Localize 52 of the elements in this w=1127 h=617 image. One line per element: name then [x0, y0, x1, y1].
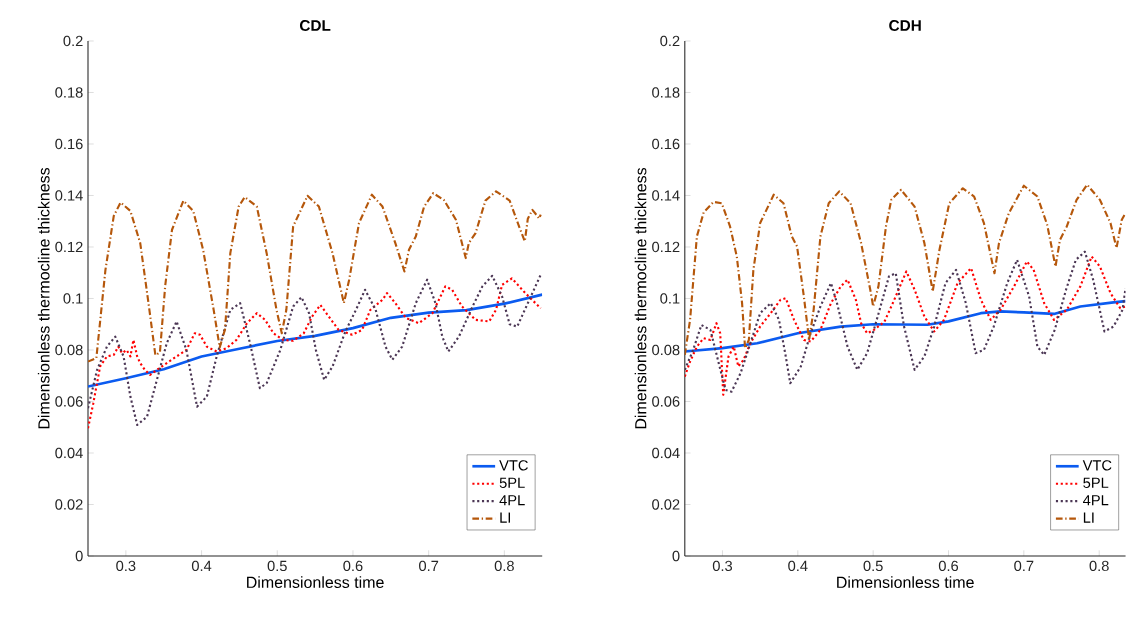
x-tick-label: 0.7 — [1014, 560, 1034, 572]
x-tick-label: 0.6 — [938, 560, 959, 572]
x-axis-title: Dimensionless time — [837, 576, 974, 588]
y-tick-label: 0.04 — [55, 447, 83, 459]
y-tick-label: 0.1 — [660, 293, 680, 304]
x-tick-label: 0.4 — [788, 560, 808, 572]
x-tick-label: 0.8 — [1089, 560, 1109, 572]
legend-label: 4PL — [1083, 495, 1109, 506]
legend-label: 5PL — [499, 477, 525, 488]
line-series — [684, 299, 1126, 353]
x-tick-label: 0.3 — [116, 560, 136, 572]
y-tick-label: 0.18 — [55, 87, 83, 98]
x-tick-label: 0.5 — [863, 560, 883, 572]
y-tick-label: 0.12 — [55, 241, 83, 253]
x-tick-label: 0.7 — [419, 560, 439, 572]
legend-label: 5PL — [1083, 477, 1109, 488]
y-tick-label: 0.14 — [652, 190, 680, 201]
y-tick-label: 0.2 — [63, 35, 83, 47]
x-axis-title: Dimensionless time — [247, 576, 384, 588]
line-series — [88, 190, 542, 363]
y-axis-title: Dimensionless thermocline thickness — [37, 167, 50, 429]
y-tick-label: 0.14 — [55, 190, 83, 201]
x-tick-label: 0.3 — [712, 560, 733, 572]
y-tick-label: 0.02 — [652, 499, 680, 510]
y-tick-label: 0.04 — [652, 447, 680, 459]
x-tick-label: 0.6 — [343, 560, 363, 572]
y-tick-label: 0.02 — [55, 499, 83, 510]
legend-label: 4PL — [499, 495, 525, 506]
legend-label: LI — [500, 512, 510, 523]
y-tick-label: 0.06 — [55, 396, 83, 407]
x-tick-label: 0.5 — [267, 560, 287, 572]
y-tick-label: 0.16 — [652, 138, 680, 150]
legend-label: VTC — [1082, 460, 1112, 471]
y-tick-label: 0.2 — [660, 35, 680, 47]
chart-title: CDH — [889, 20, 921, 31]
y-tick-label: 0 — [672, 550, 680, 562]
x-tick-label: 0.8 — [494, 560, 514, 572]
chart-title: CDL — [299, 20, 331, 31]
y-tick-label: 0.1 — [63, 293, 83, 304]
legend-label: VTC — [499, 460, 528, 471]
y-tick-label: 0.18 — [652, 87, 680, 98]
line-series — [684, 183, 1126, 356]
x-tick-label: 0.4 — [191, 560, 212, 572]
legend-label: LI — [1083, 512, 1094, 523]
y-tick-label: 0.12 — [652, 241, 680, 253]
y-tick-label: 0.08 — [652, 344, 680, 356]
y-axis-title: Dimensionless thermocline thickness — [634, 167, 647, 429]
y-tick-label: 0.06 — [652, 396, 680, 407]
y-tick-label: 0 — [75, 550, 83, 562]
y-tick-label: 0.08 — [55, 344, 83, 356]
line-series — [88, 293, 543, 388]
y-tick-label: 0.16 — [55, 138, 83, 150]
